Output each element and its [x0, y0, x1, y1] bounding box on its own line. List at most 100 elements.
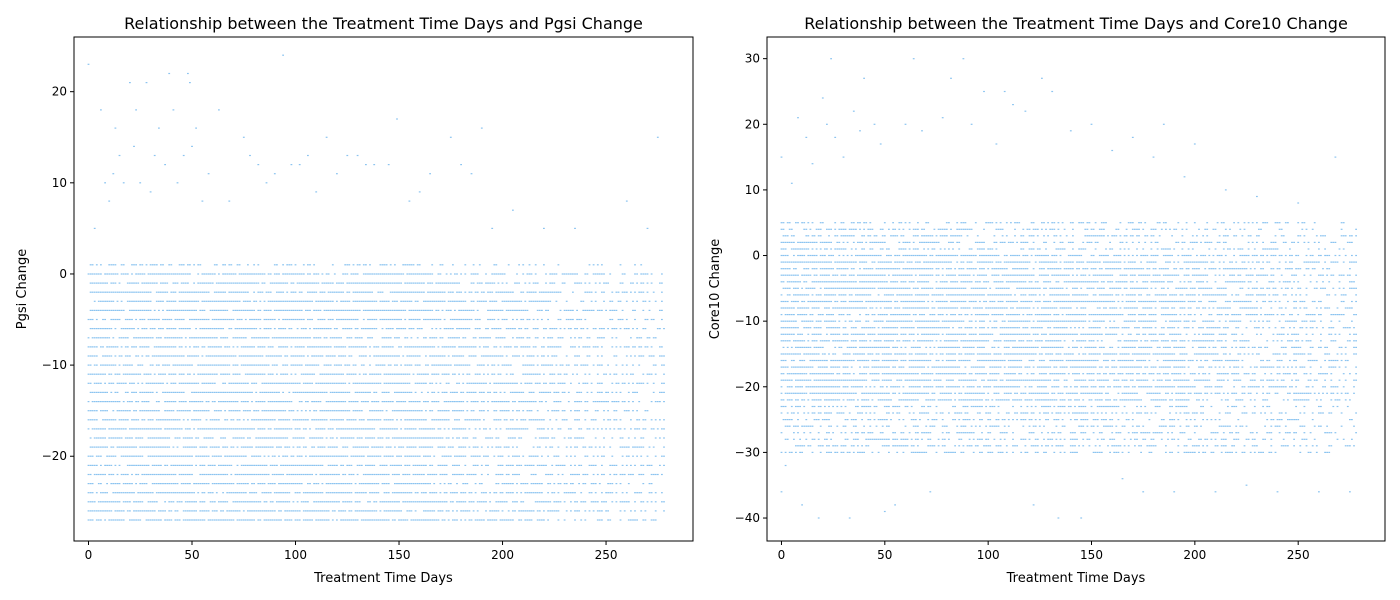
scatter-point: [155, 419, 158, 421]
scatter-point: [166, 318, 169, 321]
scatter-point: [271, 419, 274, 421]
scatter-point: [381, 428, 384, 430]
scatter-point: [257, 501, 260, 503]
scatter-point: [456, 382, 458, 384]
scatter-point: [333, 355, 336, 357]
scatter-point: [621, 501, 624, 503]
scatter-point: [534, 346, 537, 348]
scatter-point: [315, 483, 318, 485]
scatter-point: [501, 318, 504, 321]
scatter-point: [259, 428, 262, 430]
scatter-point: [350, 492, 353, 494]
scatter-point: [501, 401, 504, 403]
scatter-point: [470, 391, 473, 393]
scatter-point: [207, 391, 210, 393]
scatter-point: [391, 473, 394, 476]
scatter-point: [147, 309, 150, 311]
scatter-point: [391, 373, 394, 375]
scatter-point: [228, 355, 231, 357]
scatter-point: [168, 501, 171, 503]
scatter-point: [369, 328, 371, 330]
scatter-point: [224, 364, 226, 366]
scatter-point: [253, 419, 255, 421]
scatter-point: [423, 318, 425, 321]
scatter-point: [574, 364, 576, 366]
scatter-point: [280, 410, 282, 412]
scatter-point: [609, 419, 612, 421]
scatter-point: [143, 328, 146, 330]
scatter-point: [160, 473, 162, 476]
scatter-point: [433, 346, 436, 348]
scatter-point: [491, 364, 494, 366]
scatter-point: [282, 455, 284, 457]
scatter-point: [267, 391, 270, 393]
scatter-point: [491, 300, 494, 302]
scatter-point: [325, 410, 328, 412]
scatter-point: [164, 464, 166, 466]
scatter-point: [89, 391, 92, 393]
scatter-point: [636, 446, 638, 448]
scatter-point: [396, 309, 398, 311]
scatter-point: [489, 355, 491, 357]
scatter-point: [249, 473, 251, 476]
scatter-point: [333, 382, 336, 384]
scatter-point: [176, 410, 179, 412]
scatter-point: [189, 337, 191, 339]
scatter-point: [112, 419, 115, 421]
scatter-point: [93, 337, 96, 339]
scatter-point: [104, 501, 106, 503]
scatter-point: [520, 401, 523, 403]
scatter-point: [131, 419, 133, 421]
scatter-point: [458, 401, 460, 403]
scatter-point: [280, 464, 282, 466]
scatter-point: [412, 519, 415, 521]
scatter-point: [215, 510, 218, 512]
scatter-point: [141, 382, 144, 384]
scatter-point: [632, 346, 634, 348]
scatter-point: [129, 428, 131, 430]
scatter-point: [135, 519, 137, 521]
scatter-point: [120, 328, 123, 330]
scatter-point: [435, 328, 438, 330]
scatter-point: [104, 318, 106, 321]
scatter-point: [108, 519, 111, 521]
scatter-point: [472, 401, 475, 403]
scatter-point: [416, 300, 419, 302]
scatter-point: [124, 328, 127, 330]
scatter-point: [319, 337, 322, 339]
scatter-point: [327, 410, 330, 412]
scatter-point: [505, 382, 508, 384]
scatter-point: [462, 328, 465, 330]
scatter-point: [611, 391, 614, 393]
scatter-point: [209, 446, 212, 448]
scatter-point: [404, 318, 407, 321]
scatter-point: [257, 473, 260, 476]
scatter-point: [122, 328, 125, 330]
scatter-point: [338, 428, 340, 430]
scatter-point: [480, 355, 483, 357]
scatter-point: [352, 419, 355, 421]
scatter-point: [584, 519, 587, 521]
scatter-point: [464, 446, 467, 448]
scatter-point: [263, 391, 266, 393]
scatter-point: [100, 346, 102, 348]
scatter-point: [642, 519, 645, 521]
scatter-point: [133, 328, 135, 330]
scatter-point: [278, 410, 280, 412]
scatter-point: [311, 300, 313, 302]
scatter-point: [170, 382, 173, 384]
scatter-point: [454, 455, 456, 457]
scatter-point: [323, 510, 326, 512]
scatter-point: [234, 355, 237, 357]
scatter-point: [406, 364, 409, 366]
scatter-point: [644, 428, 647, 430]
scatter-point: [439, 318, 442, 321]
scatter-point: [313, 364, 315, 366]
scatter-point: [255, 318, 258, 321]
scatter-point: [292, 510, 295, 512]
scatter-point: [333, 510, 336, 512]
scatter-point: [151, 355, 154, 357]
scatter-point: [199, 337, 202, 339]
scatter-point: [149, 437, 152, 439]
scatter-point: [139, 373, 142, 375]
